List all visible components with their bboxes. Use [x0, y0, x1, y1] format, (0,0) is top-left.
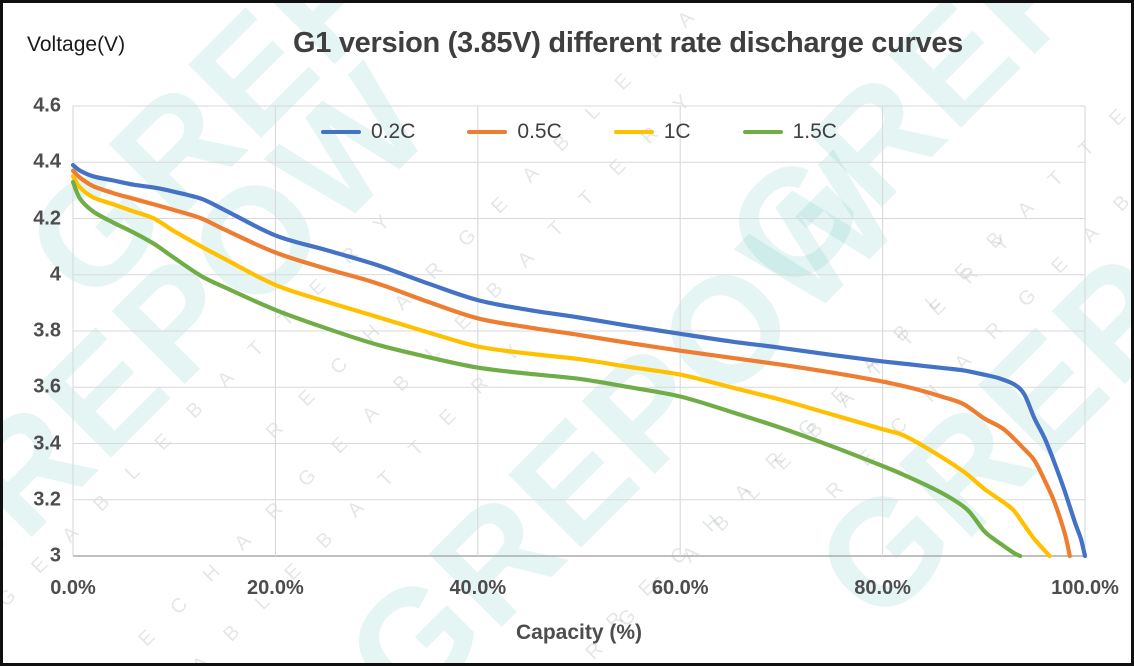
y-tick-3: 3 [49, 544, 61, 567]
series-line-0.2C [70, 162, 1088, 559]
legend-item-1.5C: 1.5C [742, 120, 837, 144]
legend-line-marker [321, 130, 362, 134]
y-tick-3.4: 3.4 [33, 432, 61, 454]
y-tick-3.8: 3.8 [33, 319, 61, 342]
legend-label: 1.5C [792, 120, 837, 143]
y-tick-3.2: 3.2 [33, 488, 61, 511]
x-tick-20.0%: 20.0% [247, 577, 304, 599]
series-line-1C [70, 174, 1052, 559]
y-tick-4.2: 4.2 [33, 207, 61, 229]
x-axis-title: Capacity (%) [515, 621, 643, 644]
legend-item-1C: 1C [613, 120, 691, 144]
legend-line-marker [467, 130, 508, 134]
x-tick-60.0%: 60.0% [651, 577, 709, 599]
discharge-curves-plot [70, 105, 1088, 559]
series-line-1.5C [70, 179, 1023, 559]
y-tick-4: 4 [49, 263, 61, 286]
series-line-0.5C [70, 168, 1072, 559]
legend-line-marker [742, 130, 783, 134]
legend-label: 0.5C [517, 120, 562, 143]
y-tick-4.6: 4.6 [33, 94, 61, 117]
legend-label: 1C [663, 120, 691, 143]
series-lines [70, 162, 1088, 559]
legend-line-marker [613, 130, 654, 134]
y-axis-title: Voltage(V) [27, 33, 126, 56]
x-tick-40.0%: 40.0% [449, 577, 507, 599]
y-tick-4.4: 4.4 [33, 150, 61, 173]
x-tick-100.0%: 100.0% [1051, 577, 1119, 599]
y-tick-3.6: 3.6 [33, 375, 61, 398]
legend-item-0.2C: 0.2C [321, 120, 415, 144]
x-tick-80.0%: 80.0% [854, 577, 911, 599]
legend-item-0.5C: 0.5C [467, 120, 562, 144]
legend-label: 0.2C [371, 120, 416, 143]
chart-title: G1 version (3.85V) different rate discha… [293, 27, 963, 59]
legend: 0.2C 0.5C 1C 1.5C [73, 120, 1085, 144]
gridlines [72, 105, 1086, 557]
x-tick-0.0%: 0.0% [50, 577, 96, 599]
